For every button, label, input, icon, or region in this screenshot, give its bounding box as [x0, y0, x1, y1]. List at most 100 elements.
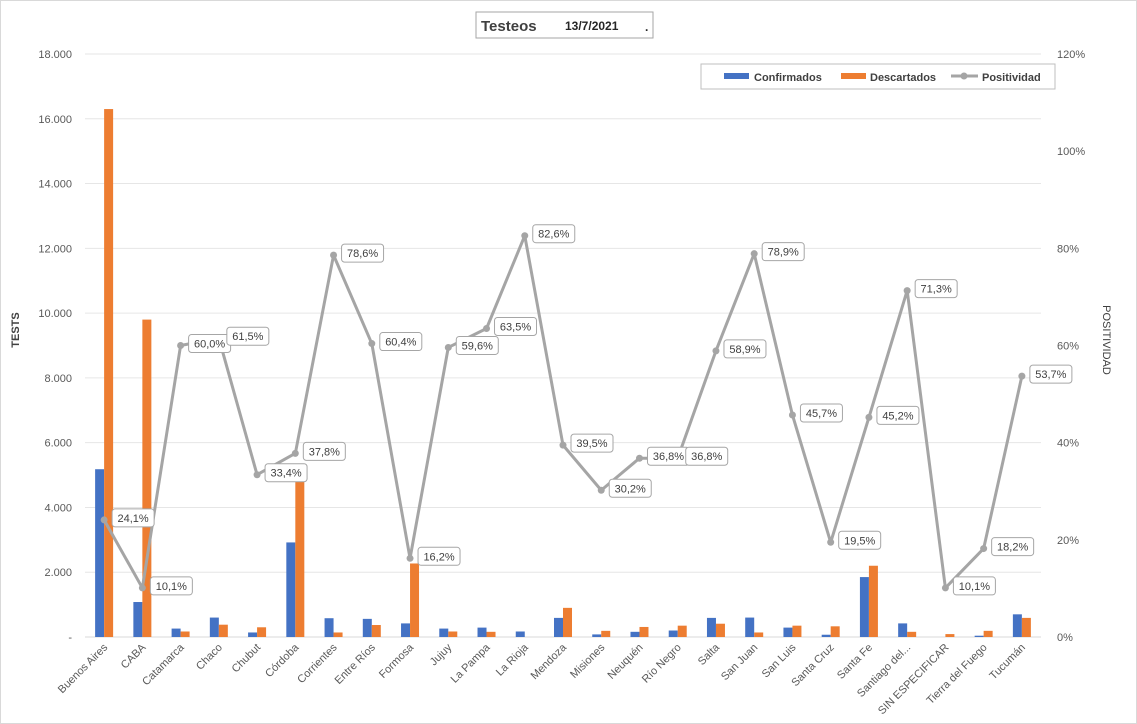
bar-descartados — [601, 630, 611, 637]
y-tick-label: 10.000 — [38, 308, 72, 320]
data-label-box — [1029, 364, 1073, 384]
data-label-box — [494, 316, 538, 336]
y2-tick-label: 100% — [1057, 146, 1085, 158]
y2-tick-label: 80% — [1057, 243, 1079, 255]
title-frame — [475, 11, 654, 39]
y-tick-label: 18.000 — [38, 49, 72, 61]
bar-confirmados — [592, 634, 602, 637]
data-label-box — [608, 478, 652, 498]
data-label-box — [876, 405, 920, 425]
bar-descartados — [142, 319, 152, 637]
y2-tick-label: 120% — [1057, 49, 1085, 61]
positividad-point — [406, 554, 414, 562]
data-label-box — [417, 546, 461, 566]
bar-confirmados — [554, 617, 563, 637]
data-label-box — [226, 326, 270, 346]
data-label: 45,2% — [882, 410, 913, 422]
bar-descartados — [333, 632, 343, 637]
legend-frame — [700, 63, 1056, 90]
data-label-box — [149, 576, 193, 596]
data-label: 18,2% — [997, 542, 1028, 554]
bar-confirmados — [362, 618, 372, 637]
data-label: 58,9% — [729, 344, 760, 356]
positividad-point — [827, 538, 835, 546]
positividad-point — [750, 250, 758, 258]
data-label: 78,9% — [768, 247, 799, 259]
chart-title: Testeos — [481, 18, 537, 35]
data-label: 61,5% — [232, 331, 263, 343]
bar-confirmados — [209, 617, 219, 637]
data-label-box — [685, 446, 729, 466]
bar-confirmados — [630, 631, 640, 637]
positividad-point — [712, 347, 720, 355]
data-label: 24,1% — [118, 513, 149, 525]
bar-descartados — [868, 565, 878, 637]
y2-tick-label: 0% — [1057, 632, 1073, 644]
data-label: 45,7% — [806, 408, 837, 420]
data-label: 10,1% — [156, 581, 187, 593]
data-label-box — [111, 508, 155, 528]
legend-label-confirmados: Confirmados — [754, 72, 822, 84]
y-tick-label: 6.000 — [44, 438, 72, 450]
data-label-box — [991, 537, 1035, 557]
data-label-box — [341, 243, 385, 263]
data-label: 39,5% — [576, 438, 607, 450]
data-labels: 24,1% 10,1% 60,0% 61,5% 33,4% 37,8% 78,6% 60,4%… — [111, 224, 1073, 596]
bar-confirmados — [248, 632, 258, 637]
y-tick-label: 16.000 — [38, 114, 72, 126]
positividad-point — [635, 454, 643, 462]
legend-swatch-descartados — [841, 73, 866, 79]
legend-swatch-confirmados — [724, 73, 749, 79]
data-label: 16,2% — [423, 551, 454, 563]
data-label: 82,6% — [538, 229, 569, 241]
y-axis-ticks: - 2.000 4.000 6.000 8.000 10.000 12.000 14.000 1… — [38, 49, 72, 644]
bar-descartados — [448, 631, 458, 637]
bar-descartados — [754, 632, 764, 637]
data-label: 71,3% — [921, 284, 952, 296]
bar-descartados — [295, 475, 305, 637]
bar-confirmados — [859, 577, 869, 637]
bar-descartados — [830, 626, 840, 637]
bar-confirmados — [745, 617, 755, 637]
positividad-point — [559, 441, 567, 449]
data-label-box — [723, 339, 767, 359]
positividad-line — [100, 232, 1026, 592]
positividad-point — [1018, 372, 1026, 380]
bar-descartados — [715, 623, 725, 637]
positividad-point — [368, 340, 376, 348]
y2-tick-label: 40% — [1057, 438, 1079, 450]
data-label-box — [379, 332, 423, 352]
bar-descartados — [639, 626, 649, 637]
bar-confirmados — [1012, 614, 1022, 637]
positividad-point — [980, 545, 988, 553]
chart-date: 13/7/2021 — [565, 19, 619, 33]
positividad-point — [865, 413, 873, 421]
y-tick-label: - — [68, 632, 72, 644]
positividad-point — [903, 287, 911, 295]
positividad-point — [521, 232, 529, 240]
bar-descartados — [410, 563, 420, 637]
y-tick-label: 2.000 — [44, 567, 72, 579]
y2-tick-label: 20% — [1057, 535, 1079, 547]
legend-label-descartados: Descartados — [870, 72, 936, 84]
positividad-point — [483, 324, 491, 332]
legend: Confirmados Descartados Positividad — [700, 63, 1056, 90]
positividad-point — [788, 411, 796, 419]
bar-confirmados — [401, 623, 411, 637]
bar-descartados — [180, 631, 190, 637]
legend-swatch-positividad-marker — [960, 72, 968, 80]
data-label: 30,2% — [615, 483, 646, 495]
data-label-box — [302, 441, 346, 461]
bar-descartados — [677, 625, 687, 637]
bar-descartados — [104, 109, 114, 638]
y-tick-label: 4.000 — [44, 502, 72, 514]
bar-confirmados — [133, 602, 143, 637]
bar-confirmados — [439, 628, 449, 637]
bar-descartados — [907, 631, 917, 637]
bar-confirmados — [783, 627, 793, 637]
data-label: 10,1% — [959, 581, 990, 593]
y2-axis-ticks: 0% 20% 40% 60% 80% 100% 120% — [1057, 49, 1085, 644]
data-label-box — [799, 403, 843, 423]
